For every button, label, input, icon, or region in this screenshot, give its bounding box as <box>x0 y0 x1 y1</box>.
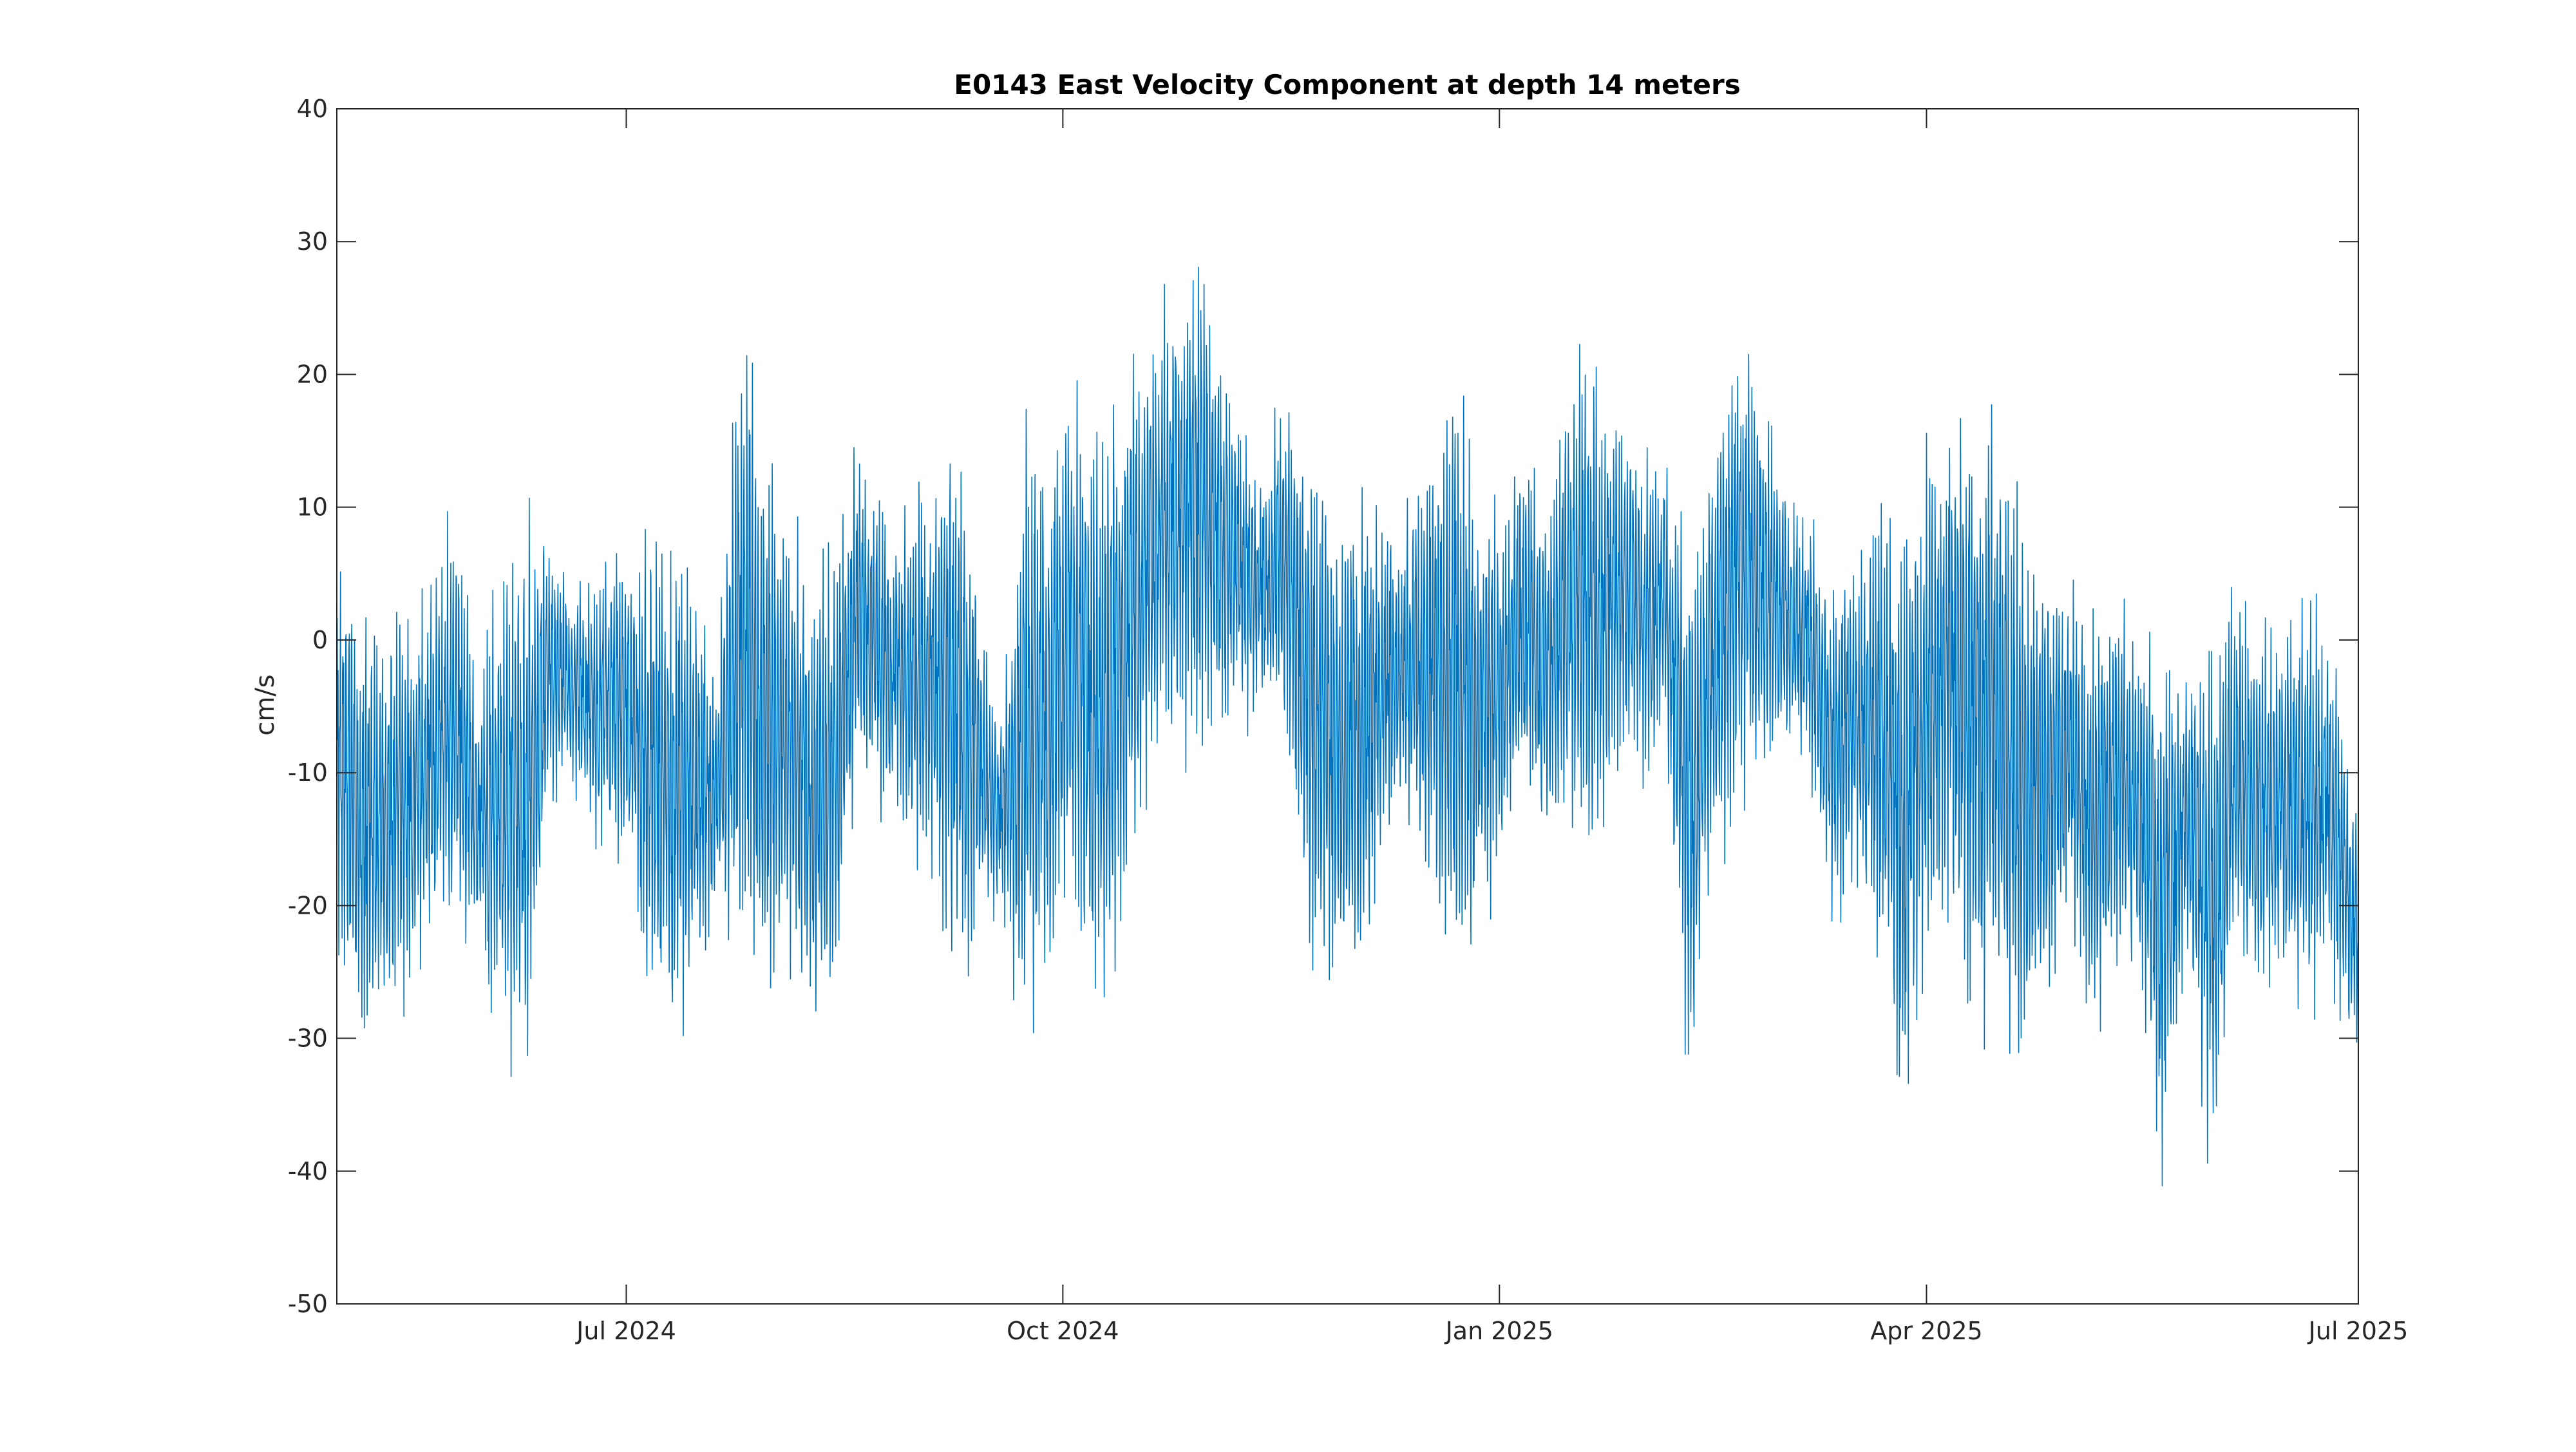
y-tick-label: -40 <box>288 1157 328 1185</box>
y-tick-label: -30 <box>288 1024 328 1053</box>
x-tick-label: Jan 2025 <box>1444 1317 1553 1345</box>
y-tick-label: 30 <box>297 227 328 256</box>
series-line <box>336 267 2359 1187</box>
axes: 40 30 20 10 0 -10 -20 -30 -40 -50 Jul 2024 Oct 2024… <box>288 95 2408 1345</box>
y-tick-label: -20 <box>288 891 328 919</box>
y-tick-label: 0 <box>312 626 328 654</box>
plot-area <box>336 267 2359 1187</box>
x-tick-label: Jul 2024 <box>575 1317 676 1345</box>
axes-box <box>336 108 2359 1305</box>
y-tick-label: 40 <box>297 95 328 123</box>
x-tick-label: Oct 2024 <box>1007 1317 1119 1345</box>
y-tick-label: -50 <box>288 1290 328 1318</box>
y-axis-label: cm/s <box>251 674 280 735</box>
x-tick-label: Apr 2025 <box>1870 1317 1983 1345</box>
x-tick-label: Jul 2025 <box>2307 1317 2409 1345</box>
y-tick-label: 20 <box>297 360 328 388</box>
y-tick-label: 10 <box>297 493 328 522</box>
y-tick-label: -10 <box>288 759 328 787</box>
chart-title: E0143 East Velocity Component at depth 1… <box>954 69 1740 100</box>
